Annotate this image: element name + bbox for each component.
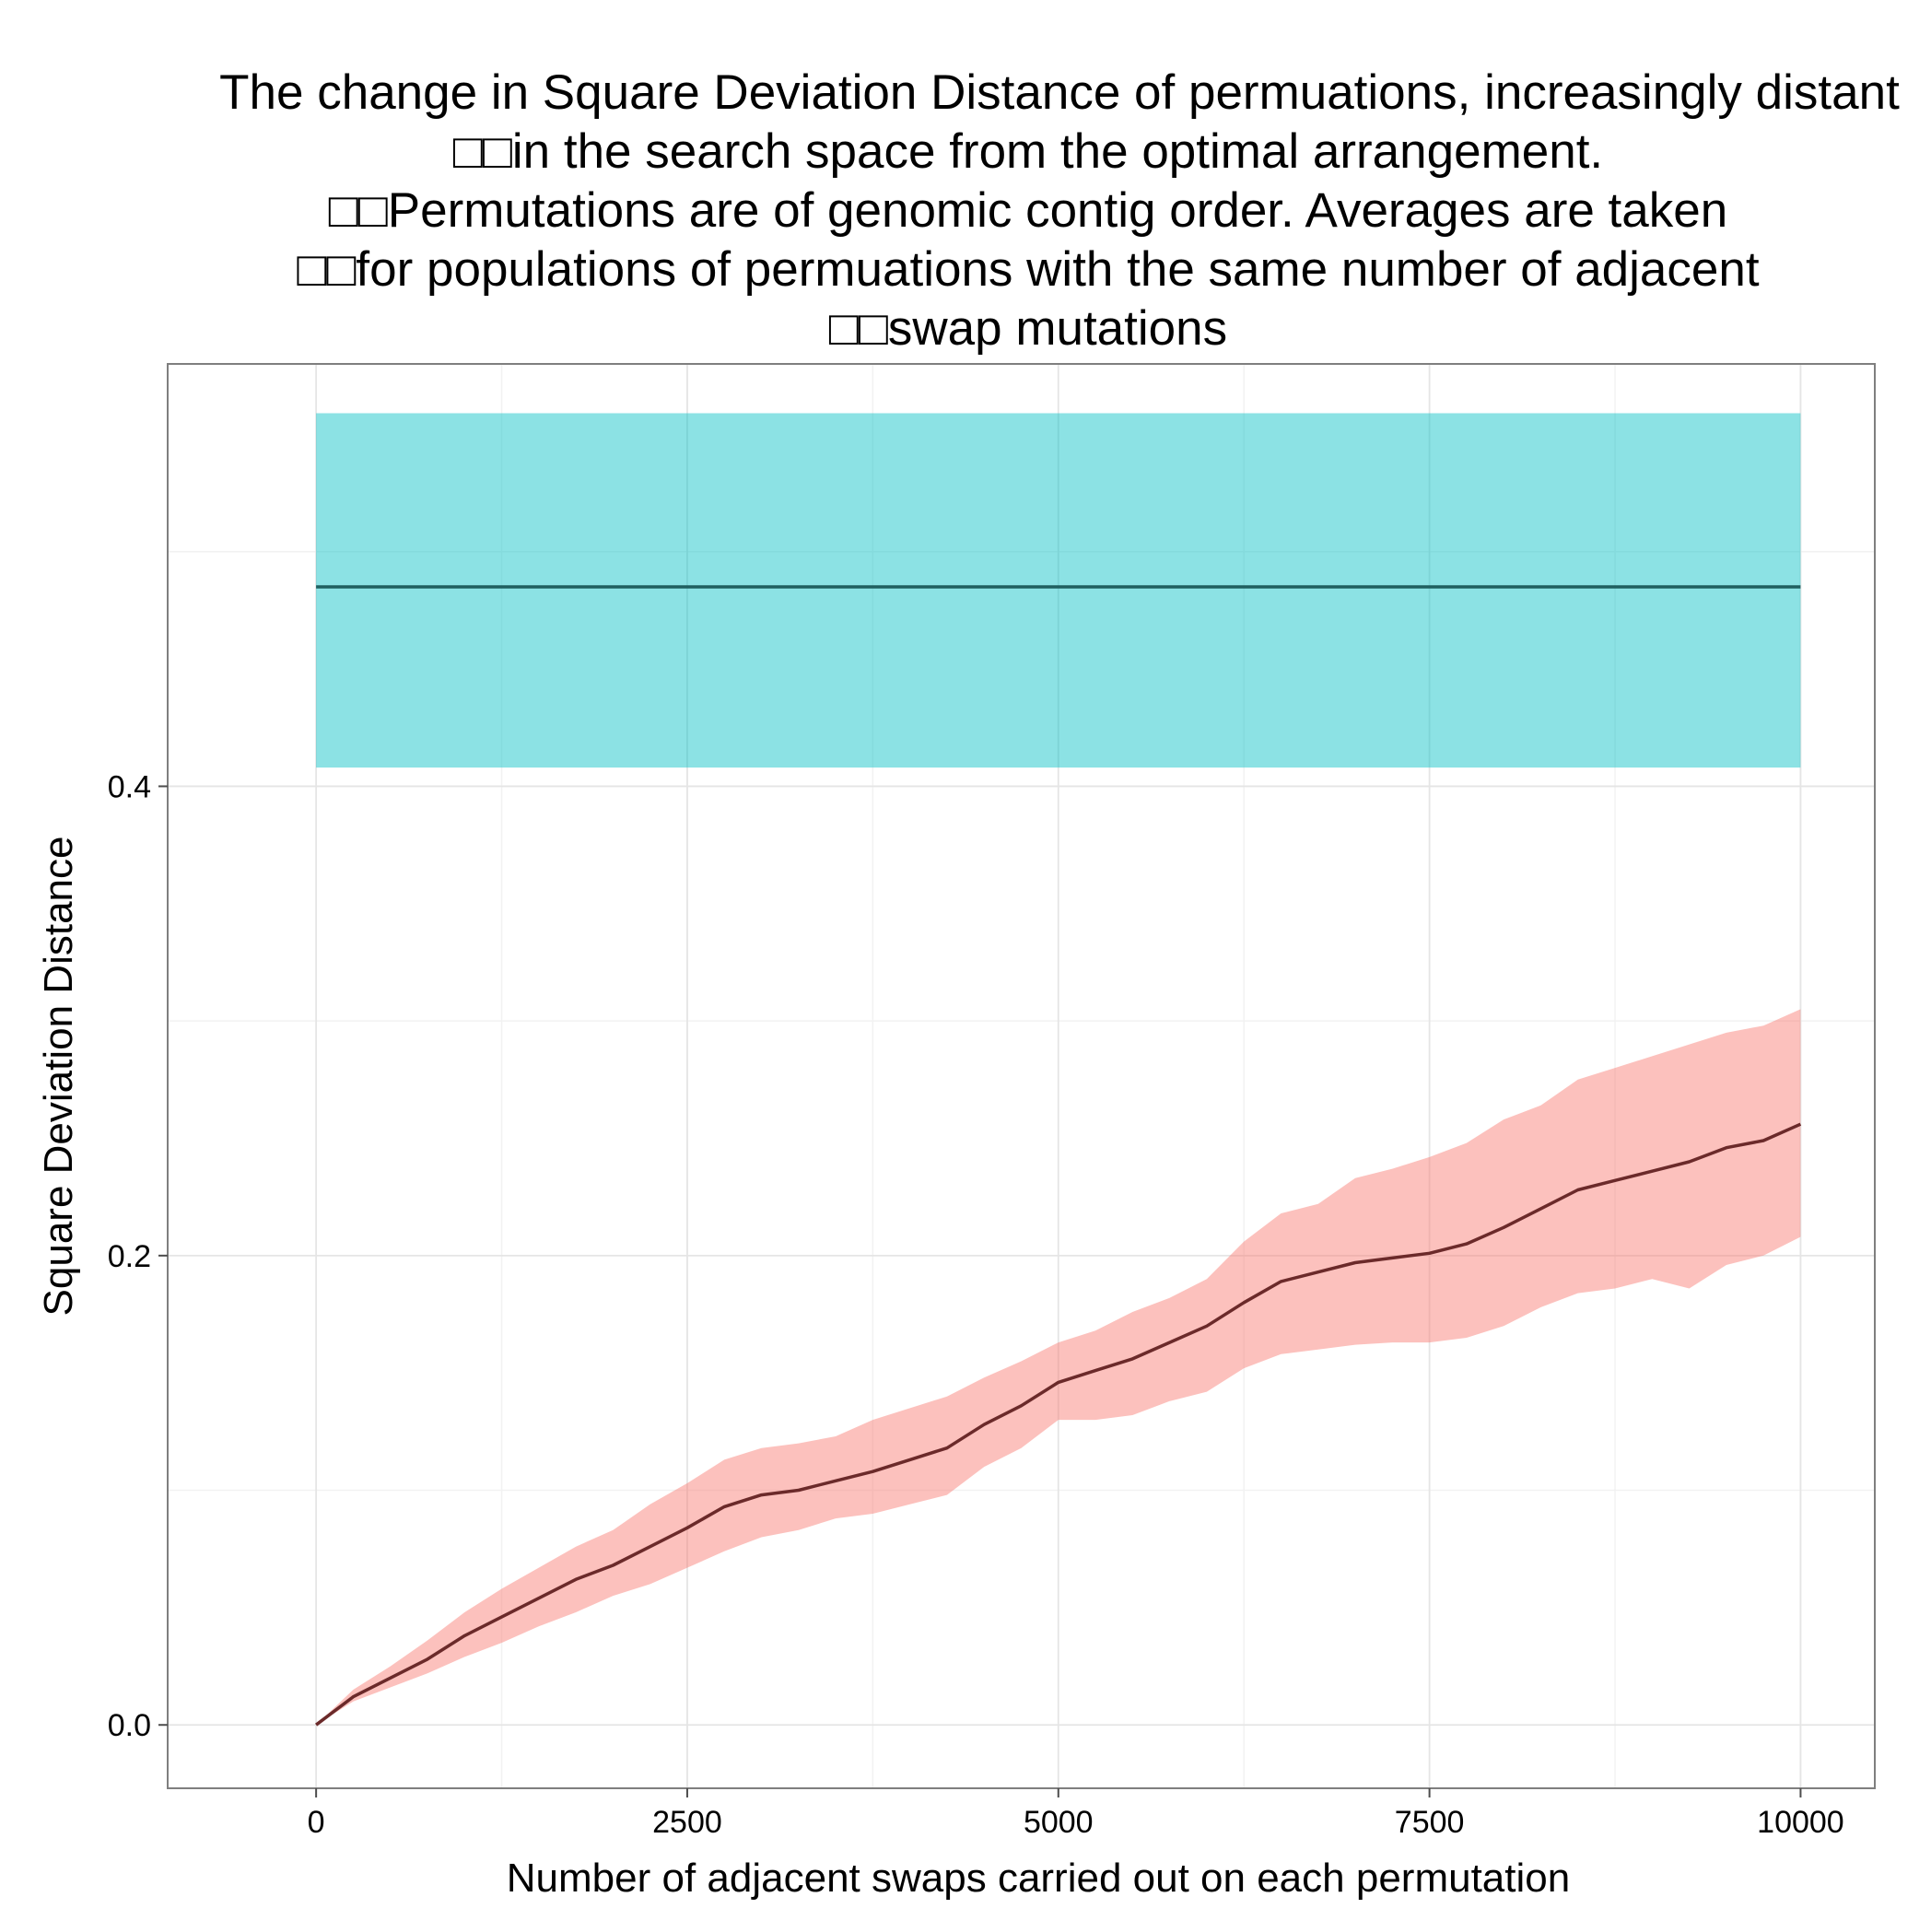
y-tick-label: 0.0 bbox=[108, 1708, 151, 1743]
y-axis: 0.0 0.2 0.4 bbox=[108, 769, 168, 1743]
y-axis-title: Square Deviation Distance bbox=[36, 837, 81, 1317]
series-2-mean-line bbox=[315, 1122, 1802, 1727]
plot-border bbox=[167, 363, 1876, 1789]
x-tick-label: 7500 bbox=[1395, 1805, 1465, 1840]
y-tick-label: 0.2 bbox=[108, 1239, 151, 1274]
title-line-3: □□Permutations are of genomic contig ord… bbox=[329, 183, 1727, 238]
x-tick-label: 10000 bbox=[1757, 1805, 1844, 1840]
y-tick-label: 0.4 bbox=[108, 769, 151, 804]
x-tick-label: 0 bbox=[308, 1805, 325, 1840]
series-2-ribbon bbox=[316, 1009, 1801, 1726]
series-layer bbox=[315, 413, 1802, 1727]
x-axis: 0 2500 5000 7500 10000 bbox=[308, 1788, 1844, 1840]
chart-title: The change in Square Deviation Distance … bbox=[219, 65, 1900, 356]
series-1-ribbon bbox=[316, 413, 1801, 768]
title-line-4: □□for populations of permuations with th… bbox=[297, 242, 1759, 297]
x-tick-label: 5000 bbox=[1024, 1805, 1094, 1840]
title-line-2: □□in the search space from the optimal a… bbox=[453, 124, 1603, 179]
x-tick-label: 2500 bbox=[652, 1805, 722, 1840]
title-line-5: □□swap mutations bbox=[829, 301, 1227, 356]
plot-panel bbox=[168, 364, 1875, 1788]
title-line-1: The change in Square Deviation Distance … bbox=[219, 65, 1900, 120]
major-gridlines bbox=[168, 364, 1875, 1788]
x-axis-title: Number of adjacent swaps carried out on … bbox=[507, 1856, 1570, 1901]
minor-gridlines bbox=[168, 364, 1875, 1788]
